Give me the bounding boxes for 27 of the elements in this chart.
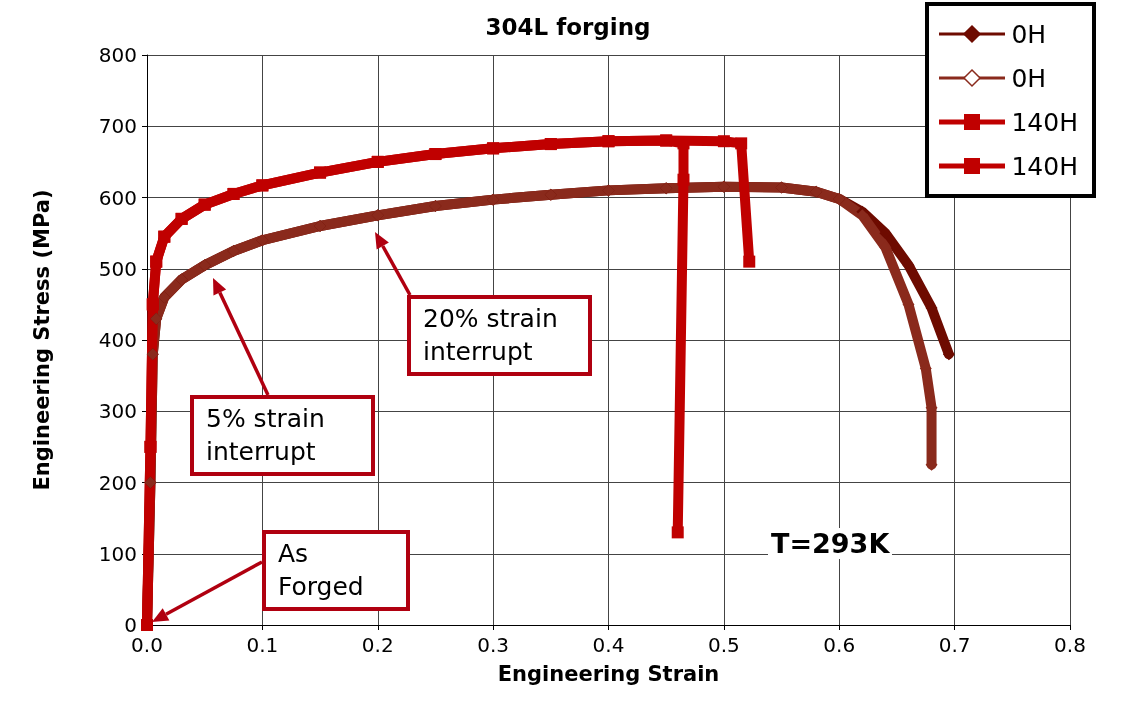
- x-tick-label: 0.4: [592, 633, 625, 657]
- chart-title: 304L forging: [485, 13, 651, 40]
- x-axis-title: Engineering Strain: [497, 661, 720, 686]
- y-tick-label: 800: [98, 43, 137, 67]
- x-tick-label: 0.5: [707, 633, 740, 657]
- annotation: 5% strain interrupt: [190, 395, 375, 476]
- y-tick-label: 100: [98, 541, 137, 566]
- x-tick-label: 0.3: [477, 633, 510, 657]
- x-tick-label: 0.7: [938, 633, 971, 657]
- legend-label: 0H: [1011, 19, 1047, 49]
- x-tick-label: 0.8: [1054, 633, 1086, 657]
- y-axis-title: Engineering Stress (MPa): [29, 189, 54, 491]
- annotation: As Forged: [262, 530, 410, 611]
- legend-label: 140H: [1011, 107, 1078, 137]
- annotation: T=293K: [768, 528, 893, 559]
- y-tick-label: 300: [98, 399, 137, 424]
- y-tick-label: 600: [98, 185, 137, 210]
- x-tick-label: 0.2: [361, 633, 394, 657]
- x-tick-label: 0.6: [823, 633, 856, 657]
- y-tick-label: 500: [98, 256, 137, 281]
- legend-label: 140H: [1011, 151, 1078, 181]
- legend-label: 0H: [1011, 63, 1047, 93]
- y-tick-label: 400: [98, 328, 137, 352]
- y-tick-label: 200: [98, 470, 137, 495]
- x-tick-label: 0.1: [246, 633, 279, 657]
- y-tick-label: 700: [98, 114, 137, 139]
- annotation: 20% strain interrupt: [407, 295, 592, 376]
